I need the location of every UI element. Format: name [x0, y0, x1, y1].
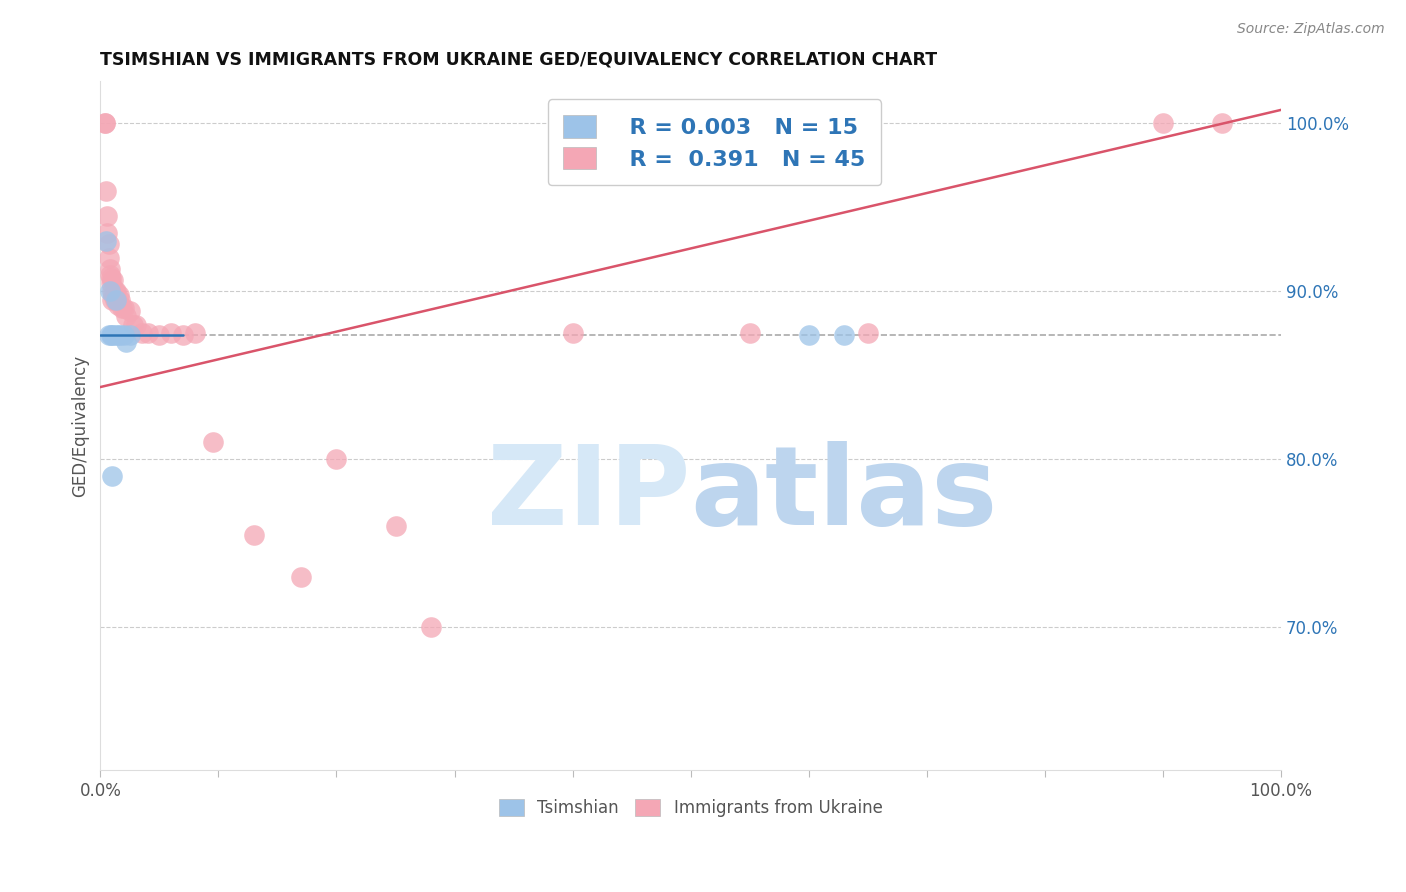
Point	[96, 184, 118, 198]
Point	[103, 285, 125, 299]
Point	[160, 326, 183, 341]
Point	[110, 301, 132, 315]
Point	[856, 326, 879, 341]
Point	[115, 310, 138, 324]
Point	[118, 328, 141, 343]
Point	[122, 318, 145, 332]
Point	[384, 519, 406, 533]
Point	[101, 293, 124, 307]
Point	[832, 328, 855, 343]
Point	[112, 301, 135, 315]
Point	[97, 251, 120, 265]
Point	[103, 272, 125, 286]
Point	[96, 234, 118, 248]
Point	[290, 570, 312, 584]
Text: Source: ZipAtlas.com: Source: ZipAtlas.com	[1237, 22, 1385, 37]
Point	[243, 528, 266, 542]
Point	[797, 328, 820, 343]
Point	[1211, 116, 1233, 130]
Point	[100, 276, 122, 290]
Point	[101, 285, 124, 299]
Point	[103, 287, 125, 301]
Point	[115, 334, 138, 349]
Point	[136, 326, 159, 341]
Point	[98, 285, 121, 299]
Point	[107, 328, 129, 343]
Point	[184, 326, 207, 341]
Point	[100, 271, 122, 285]
Text: TSIMSHIAN VS IMMIGRANTS FROM UKRAINE GED/EQUIVALENCY CORRELATION CHART: TSIMSHIAN VS IMMIGRANTS FROM UKRAINE GED…	[100, 51, 938, 69]
Point	[108, 287, 131, 301]
Point	[100, 328, 122, 343]
Y-axis label: GED/Equivalency: GED/Equivalency	[72, 355, 89, 497]
Point	[1152, 116, 1174, 130]
Point	[419, 620, 441, 634]
Point	[103, 293, 125, 307]
Text: ZIP: ZIP	[488, 441, 690, 548]
Point	[125, 318, 148, 332]
Point	[107, 298, 129, 312]
Point	[101, 328, 124, 343]
Point	[98, 262, 121, 277]
Point	[94, 116, 117, 130]
Point	[201, 435, 224, 450]
Text: atlas: atlas	[690, 441, 998, 548]
Point	[104, 293, 127, 307]
Point	[118, 304, 141, 318]
Point	[94, 116, 117, 130]
Point	[112, 328, 135, 343]
Point	[103, 328, 125, 343]
Point	[105, 293, 128, 307]
Point	[96, 209, 118, 223]
Point	[561, 326, 583, 341]
Point	[110, 328, 132, 343]
Legend: Tsimshian, Immigrants from Ukraine: Tsimshian, Immigrants from Ukraine	[492, 792, 889, 823]
Point	[98, 268, 121, 282]
Point	[325, 452, 347, 467]
Point	[172, 328, 194, 343]
Point	[97, 328, 120, 343]
Point	[148, 328, 170, 343]
Point	[104, 285, 127, 299]
Point	[101, 469, 124, 483]
Point	[738, 326, 761, 341]
Point	[96, 226, 118, 240]
Point	[110, 293, 132, 307]
Point	[97, 237, 120, 252]
Point	[131, 326, 153, 341]
